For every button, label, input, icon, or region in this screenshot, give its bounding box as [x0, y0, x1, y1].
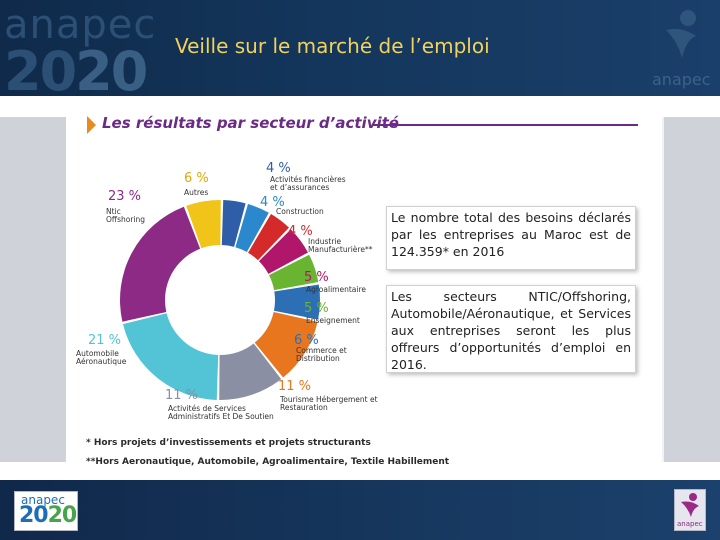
pct-label-financial: 4 %: [266, 161, 291, 176]
donut-slice-5: [273, 284, 321, 320]
cat-label-services-1: Activités de Services: [168, 404, 246, 413]
cat-label-industry-1: Industrie: [308, 237, 341, 246]
footer-brand-text: anapec: [677, 520, 703, 528]
cat-label-auto-2: Aéronautique: [76, 357, 127, 366]
pct-label-auto: 21 %: [88, 333, 121, 348]
footer-logo-word: anapec: [21, 493, 65, 507]
section-heading-text: Les résultats par secteur d’activité: [102, 114, 399, 132]
footer-logo: anapec 2020: [14, 491, 78, 531]
right-gutter: [664, 117, 720, 462]
cat-label-financial-1: Activités financières: [270, 175, 346, 184]
cat-label-tourism-2: Restauration: [280, 403, 328, 412]
header-logo-word: anapec: [4, 2, 157, 48]
header-brand-mark: anapec: [652, 6, 712, 92]
brand-figure-icon: [666, 10, 696, 58]
pct-label-tourism: 11 %: [278, 379, 311, 394]
donut-slice-6: [254, 312, 318, 378]
pct-label-other: 6 %: [184, 171, 209, 186]
cat-label-ntic-1: Ntic: [106, 207, 121, 216]
pct-label-construction: 4 %: [260, 195, 285, 210]
left-gutter: [0, 117, 66, 462]
donut-slice-8: [122, 313, 219, 400]
section-heading: Les résultats par secteur d’activité: [82, 114, 642, 136]
footnote-1: * Hors projets d’investissements et proj…: [86, 438, 371, 448]
pct-label-commerce: 6 %: [294, 333, 319, 348]
header-brand-text: anapec: [652, 70, 711, 89]
donut-slice-1: [235, 204, 269, 253]
donut-slice-3: [258, 229, 308, 274]
footer-logo-year: 2020: [19, 503, 77, 528]
cat-label-auto-1: Automobile: [76, 349, 119, 358]
cat-label-teaching: Enseignement: [306, 316, 360, 325]
footnote-2: **Hors Aeronautique, Automobile, Agroali…: [86, 457, 450, 467]
pct-label-teaching: 5 %: [304, 301, 329, 316]
cat-label-commerce-1: Commerce et: [296, 346, 347, 355]
sector-donut-chart: 4 % 4 % 4 % 5 % 5 % 6 % 11 % 11 % 21 % 2…: [76, 161, 378, 421]
donut-slice-10: [186, 200, 221, 249]
header-logo: anapec 2020: [4, 2, 164, 103]
header-band: anapec 2020 Veille sur le marché de l’em…: [0, 0, 720, 103]
donut-slice-9: [120, 206, 201, 322]
cat-label-commerce-2: Distribution: [296, 354, 340, 363]
pct-label-agro: 5 %: [304, 270, 329, 285]
cat-label-services-2: Administratifs Et De Soutien: [168, 412, 274, 421]
donut-slice-7: [219, 343, 282, 401]
cat-label-agro: Agroalimentaire: [306, 285, 366, 294]
pct-label-ntic: 23 %: [108, 189, 141, 204]
cat-label-financial-2: et d’assurances: [270, 183, 329, 192]
pct-label-industry: 4 %: [288, 224, 313, 239]
cat-label-ntic-2: Offshoring: [106, 215, 145, 224]
header-logo-year: 2020: [4, 40, 148, 103]
footer-band: [0, 480, 720, 540]
pct-label-services: 11 %: [165, 388, 198, 403]
cat-label-construction: Construction: [276, 207, 324, 216]
footer-brand-mark: anapec: [674, 489, 706, 531]
donut-slice-0: [221, 200, 246, 247]
cat-label-industry-2: Manufacturière**: [308, 245, 373, 254]
page-title: Veille sur le marché de l’emploi: [175, 34, 490, 58]
cat-label-tourism-1: Tourisme Hébergement et: [279, 395, 378, 404]
callout-top-sectors: Les secteurs NTIC/Offshoring, Automobile…: [386, 285, 636, 373]
footer-brand-figure-icon: [681, 493, 699, 517]
donut-slice-4: [269, 254, 319, 291]
arrow-icon: [87, 116, 96, 134]
cat-label-other: Autres: [184, 188, 208, 197]
callout-total-needs: Le nombre total des besoins déclarés par…: [386, 206, 636, 270]
heading-rule: [372, 124, 638, 126]
donut-slice-2: [248, 213, 289, 261]
